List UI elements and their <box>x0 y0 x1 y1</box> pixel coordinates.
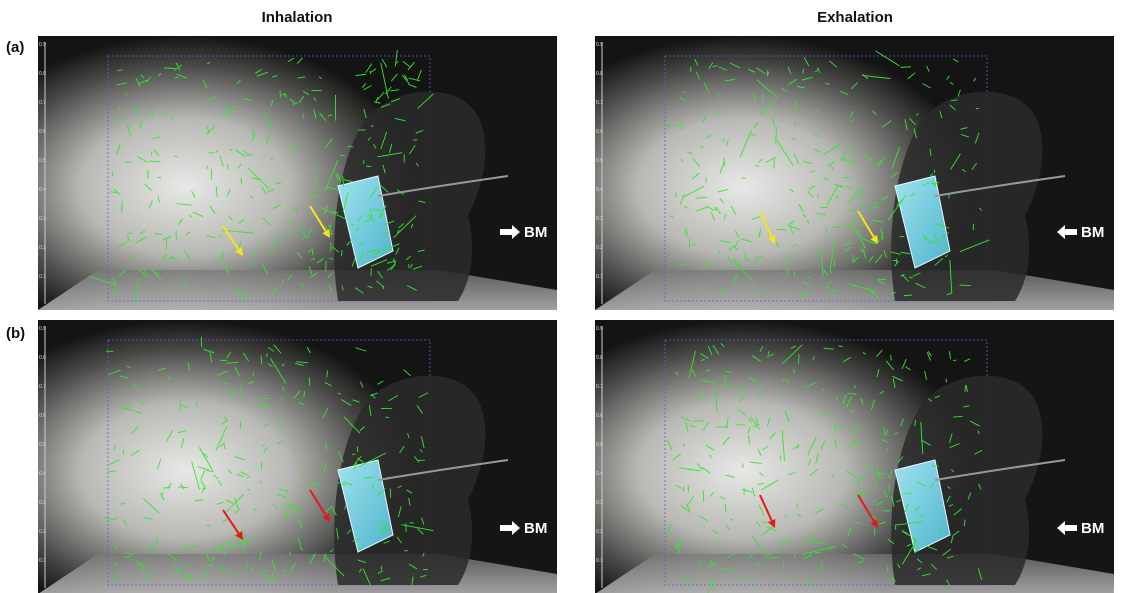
flow-vector <box>175 571 181 572</box>
flow-vector <box>124 557 131 558</box>
row-label: (a) <box>6 39 24 56</box>
scale-tick-label: 0.5 <box>596 442 603 448</box>
bm-label: BM <box>524 224 547 241</box>
flow-vector <box>371 126 374 127</box>
flow-vector <box>934 170 935 174</box>
flow-vector <box>117 70 122 71</box>
scale-tick-label: 0.4 <box>596 471 603 477</box>
panel: 0.9 0.8 0.7 0.6 0.5 0.4 0.3 0.2 0.1 BM <box>595 36 1114 310</box>
flow-vector <box>316 176 317 182</box>
flow-vector <box>901 67 911 68</box>
bm-label: BM <box>1081 224 1104 241</box>
flow-vector <box>123 450 124 455</box>
flow-vector <box>767 70 768 76</box>
flow-vector <box>838 186 843 187</box>
scale-tick-label: 0.8 <box>596 355 603 361</box>
scale-tick-label: 0.1 <box>596 558 603 564</box>
scale-tick-label: 0.9 <box>596 326 603 332</box>
flow-vector <box>151 545 152 550</box>
scale-tick-label: 0.7 <box>596 100 603 106</box>
flow-vector <box>225 416 226 420</box>
scale-tick-label: 0.6 <box>596 413 603 419</box>
row-label: (b) <box>6 325 25 342</box>
flow-vector <box>891 355 892 360</box>
scale-tick-label: 0.9 <box>39 326 46 332</box>
scale-tick-label: 0.3 <box>39 216 46 222</box>
flow-vector <box>263 398 270 399</box>
flow-vector <box>864 489 865 498</box>
panel: 0.9 0.8 0.7 0.6 0.5 0.4 0.3 0.2 0.1 BM <box>38 36 557 310</box>
scale-tick-label: 0.4 <box>39 187 46 193</box>
flow-vector <box>703 490 704 501</box>
flow-vector <box>776 127 777 144</box>
flow-vector <box>340 155 345 156</box>
flow-vector <box>890 293 896 294</box>
bm-label: BM <box>1081 520 1104 537</box>
flow-vector <box>838 346 842 347</box>
flow-vector <box>253 372 254 376</box>
scale-tick-label: 0.5 <box>596 158 603 164</box>
flow-vector <box>780 540 781 548</box>
column-title: Inhalation <box>262 9 333 26</box>
flow-vector <box>689 238 690 247</box>
scale-tick-label: 0.2 <box>39 245 46 251</box>
scale-tick-label: 0.4 <box>39 471 46 477</box>
flow-vector <box>108 471 116 472</box>
scale-tick-label: 0.4 <box>596 187 603 193</box>
flow-vector <box>742 178 746 179</box>
flow-vector <box>413 140 417 141</box>
flow-vector <box>904 295 912 296</box>
scale-tick-label: 0.8 <box>39 71 46 77</box>
flow-vector <box>859 476 866 477</box>
scale-tick-label: 0.9 <box>596 42 603 48</box>
flow-vector <box>220 360 228 361</box>
scale-tick-label: 0.3 <box>596 216 603 222</box>
scale-tick-label: 0.5 <box>39 442 46 448</box>
scale-tick-label: 0.7 <box>39 384 46 390</box>
bm-label: BM <box>524 520 547 537</box>
scale-tick-label: 0.2 <box>596 529 603 535</box>
flow-vector <box>385 417 389 418</box>
scale-tick-label: 0.6 <box>39 129 46 135</box>
scale-tick-label: 0.6 <box>596 129 603 135</box>
flow-vector <box>852 429 853 435</box>
scale-tick-label: 0.9 <box>39 42 46 48</box>
scale-tick-label: 0.8 <box>596 71 603 77</box>
panels: 0.90.80.70.60.50.40.30.20.1BM0.90.80.70.… <box>38 36 1114 593</box>
scale-tick-label: 0.7 <box>596 384 603 390</box>
flow-vector <box>825 84 830 85</box>
scale-tick-label: 0.1 <box>39 558 46 564</box>
scale-tick-label: 0.7 <box>39 100 46 106</box>
scale-tick-label: 0.3 <box>39 500 46 506</box>
scale-tick-label: 0.2 <box>596 245 603 251</box>
column-title: Exhalation <box>817 9 893 26</box>
flow-vector <box>675 192 676 197</box>
scale-tick-label: 0.5 <box>39 158 46 164</box>
scale-tick-label: 0.6 <box>39 413 46 419</box>
scale-tick-label: 0.3 <box>596 500 603 506</box>
panel: 0.9 0.8 0.7 0.6 0.5 0.4 0.3 0.2 0.1 BM <box>595 320 1114 593</box>
scale-tick-label: 0.8 <box>39 355 46 361</box>
scale-tick-label: 0.2 <box>39 529 46 535</box>
figure: Inhalation Exhalation (a) (b) 0.90.80.70… <box>0 0 1124 593</box>
scale-tick-label: 0.1 <box>39 274 46 280</box>
panel: 0.9 0.8 0.7 0.6 0.5 0.4 0.3 0.2 0.1 BM <box>38 320 557 593</box>
scale-tick-label: 0.1 <box>596 274 603 280</box>
